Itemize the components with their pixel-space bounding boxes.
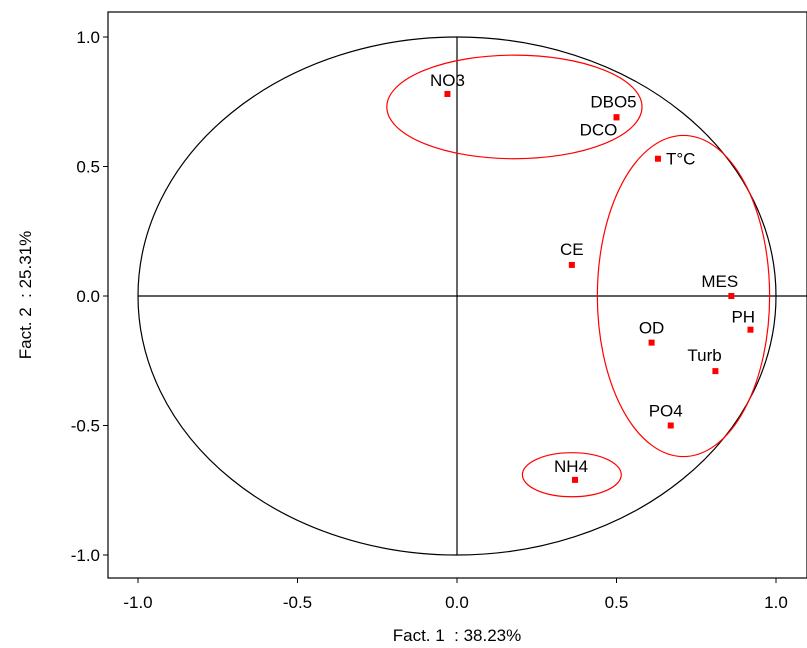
point-nh4 [572,476,579,483]
point-ph [747,326,754,333]
point-tc [654,155,661,162]
group-ellipses [386,54,771,498]
y-tick-label: 0.0 [76,287,100,306]
group-ellipse [596,134,771,458]
x-tick-label: 0.5 [605,593,629,612]
point-label-no3: NO3 [430,71,465,90]
tick-labels: -1.0 -0.5 0.0 0.5 1.0 1.0 0.5 0.0 -0.5 -1.0 [71,28,788,612]
x-tick-label: 0.0 [445,593,469,612]
group-ellipse [521,452,622,498]
point-label-dco: DCO [580,120,618,139]
tick-marks [103,36,777,583]
x-tick-label: -1.0 [123,593,152,612]
point-label-tc: T°C [666,150,695,169]
point-po4 [667,422,674,429]
point-dco [613,114,620,121]
point-label-mes: MES [701,272,738,291]
point-mes [728,293,735,299]
y-tick-label: -0.5 [71,417,100,436]
point-label-nh4: NH4 [554,457,588,476]
y-tick-label: 0.5 [76,158,100,177]
point-label-od: OD [639,319,665,338]
point-label-ph: PH [731,308,755,327]
point-label-po4: PO4 [649,402,683,421]
point-no3 [444,90,451,97]
y-tick-label: 1.0 [76,28,100,47]
point-od [648,339,655,346]
point-label-turb: Turb [687,346,721,365]
variable-points: NO3 DBO5 DCO T°C CE MES PH OD Turb PO4 NH4 [430,71,755,483]
x-axis-label: Fact. 1 : 38.23% [393,626,522,645]
group-ellipse [386,54,643,160]
point-ce [568,261,575,268]
point-label-dbo5: DBO5 [590,92,636,111]
point-turb [712,368,719,375]
y-axis-label: Fact. 2 : 25.31% [16,231,35,360]
point-label-ce: CE [560,240,584,259]
x-tick-label: 1.0 [764,593,788,612]
x-tick-label: -0.5 [283,593,312,612]
y-tick-label: -1.0 [71,546,100,565]
